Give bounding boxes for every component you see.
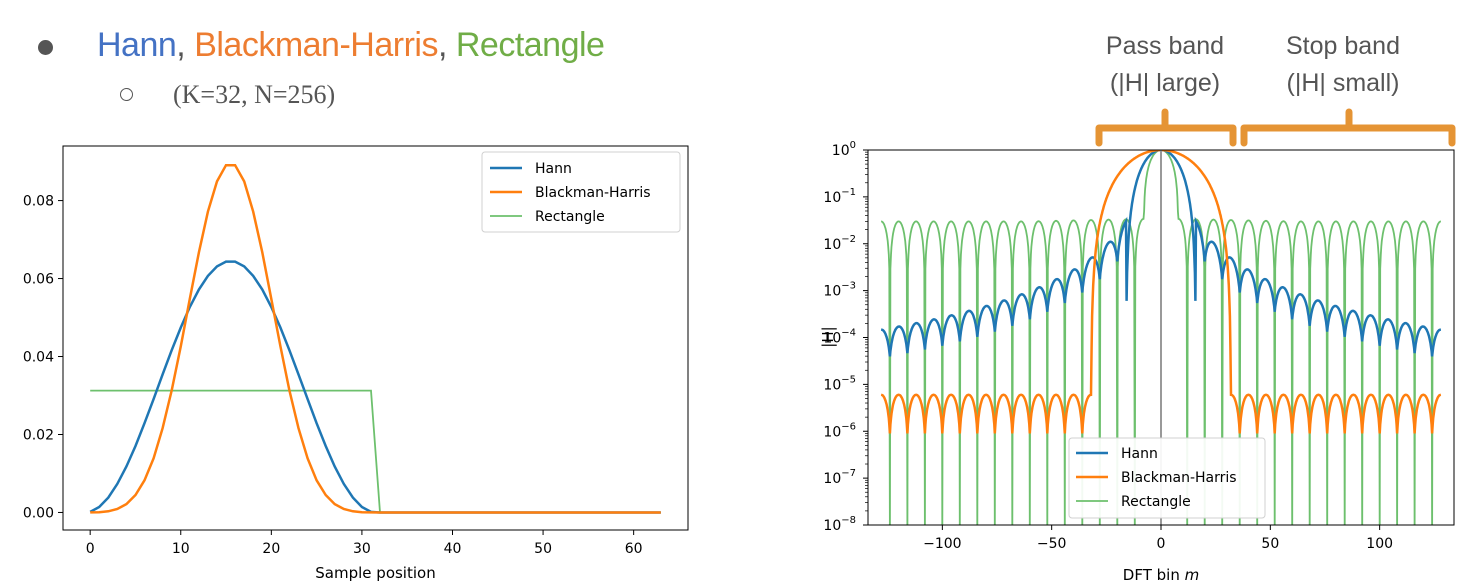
y-tick-label: 0.08 xyxy=(23,194,54,210)
hann-response-line xyxy=(881,150,1441,357)
x-tick-label: 0 xyxy=(86,541,95,557)
y-tick-label: 10−1 xyxy=(823,187,856,206)
legend-box xyxy=(1068,437,1266,519)
heading-separator: , xyxy=(176,26,195,64)
legend-label: Hann xyxy=(1121,446,1158,462)
window-names-heading: Hann, Blackman-Harris, Rectangle xyxy=(97,26,605,65)
y-tick-label: 10−6 xyxy=(823,421,856,440)
legend-label: Hann xyxy=(535,161,572,177)
legend-box xyxy=(481,151,681,233)
y-tick-label: 100 xyxy=(832,140,856,159)
pass-band-label: Pass band (|H| large) xyxy=(1080,28,1250,102)
x-tick-label: −50 xyxy=(1037,536,1067,552)
time-chart-legend: Hann Blackman-Harris Rectangle xyxy=(481,151,681,233)
y-tick-label: 10−4 xyxy=(823,328,856,347)
heading-separator: , xyxy=(437,26,456,64)
y-tick-label: 10−3 xyxy=(823,281,856,300)
stop-band-title: Stop band xyxy=(1286,32,1400,60)
legend-label: Blackman-Harris xyxy=(1121,470,1237,486)
y-tick-label: 10−8 xyxy=(823,515,856,534)
y-tick-label: 0.02 xyxy=(23,427,54,443)
legend-label: Rectangle xyxy=(1121,494,1191,510)
x-tick-label: 100 xyxy=(1366,536,1393,552)
y-tick-label: 0.04 xyxy=(23,350,54,366)
x-tick-label: 50 xyxy=(534,541,552,557)
y-tick-label: 0.00 xyxy=(23,505,54,521)
x-tick-label: 20 xyxy=(262,541,280,557)
y-axis-label: |H| xyxy=(819,326,837,347)
x-tick-label: 30 xyxy=(353,541,371,557)
rectangle-response-line xyxy=(880,150,1442,525)
y-tick-label: 10−2 xyxy=(823,234,856,253)
parameters-text: (K=32, N=256) xyxy=(173,80,336,109)
x-tick-label: −100 xyxy=(923,536,961,552)
heading-rectangle: Rectangle xyxy=(455,26,605,64)
x-tick-label: 0 xyxy=(1157,536,1166,552)
pass-band-title: Pass band xyxy=(1105,32,1225,60)
pass-band-bracket xyxy=(1095,108,1237,147)
freq-chart-axes: −100 −50 0 50 100 100 10−1 10−2 10−3 10−4 10−5 10−6… xyxy=(819,140,1455,584)
filled-circle-bullet-icon xyxy=(38,40,53,55)
heading-hann: Hann xyxy=(97,26,177,64)
stop-band-label: Stop band (|H| small) xyxy=(1258,28,1428,102)
heading-blackman-harris: Blackman-Harris xyxy=(194,26,438,64)
pass-band-subtitle: (|H| large) xyxy=(1109,69,1221,97)
stop-band-subtitle: (|H| small) xyxy=(1286,69,1400,97)
y-tick-label: 10−7 xyxy=(823,468,856,487)
blackman-harris-window-line xyxy=(90,163,661,514)
x-tick-label: 60 xyxy=(625,541,643,557)
legend-label: Rectangle xyxy=(535,209,605,225)
x-tick-label: 40 xyxy=(444,541,462,557)
x-tick-label: 50 xyxy=(1261,536,1279,552)
y-tick-label: 10−5 xyxy=(823,374,856,393)
time-chart-axes: 0 10 20 30 40 50 60 0.00 0.02 0.04 0.06 0.08 Sample … xyxy=(23,145,689,582)
stop-band-bracket xyxy=(1240,108,1456,147)
x-axis-label: Sample position xyxy=(315,564,435,582)
blackman-harris-response-line xyxy=(880,150,1442,434)
x-axis-label: DFT bin m xyxy=(1123,566,1199,584)
freq-chart-legend: Hann Blackman-Harris Rectangle xyxy=(1068,437,1266,519)
hollow-circle-bullet-icon xyxy=(120,88,133,101)
legend-label: Blackman-Harris xyxy=(535,185,651,201)
x-tick-label: 10 xyxy=(172,541,190,557)
y-tick-label: 0.06 xyxy=(23,272,54,288)
